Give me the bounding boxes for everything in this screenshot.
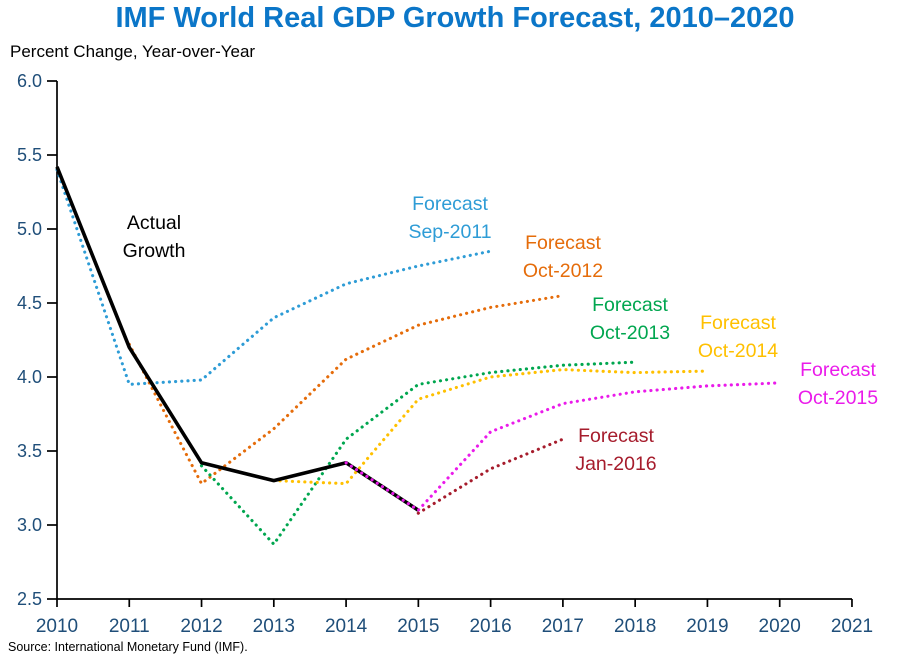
series-label-forecast-oct-2015: Forecast xyxy=(800,359,876,381)
x-tick-label: 2010 xyxy=(36,616,78,637)
y-tick-label: 4.5 xyxy=(17,293,42,313)
chart-subtitle: Percent Change, Year-over-Year xyxy=(10,42,256,61)
series-label-forecast-oct-2015: Oct-2015 xyxy=(798,387,878,409)
series-label-forecast-sep-2011: Sep-2011 xyxy=(408,221,491,243)
x-tick-label: 2012 xyxy=(180,616,222,637)
series-actual-growth xyxy=(55,166,420,512)
series-forecast-oct-2015 xyxy=(344,381,782,513)
series-label-forecast-oct-2012: Oct-2012 xyxy=(523,260,603,282)
x-tick-label: 2020 xyxy=(759,616,801,637)
series-label-forecast-oct-2013: Oct-2013 xyxy=(590,322,670,344)
x-tick-label: 2014 xyxy=(325,616,368,637)
series-label-forecast-oct-2013: Forecast xyxy=(592,294,668,316)
x-tick-label: 2017 xyxy=(542,616,584,637)
series-label-forecast-jan-2016: Forecast xyxy=(578,425,654,447)
chart-source-note: Source: International Monetary Fund (IMF… xyxy=(8,640,248,654)
series-label-actual-growth: Actual xyxy=(127,212,181,234)
x-tick-label: 2019 xyxy=(686,616,728,637)
x-tick-label: 2015 xyxy=(397,616,439,637)
series-label-forecast-oct-2012: Forecast xyxy=(525,232,601,254)
x-tick-label: 2013 xyxy=(253,616,295,637)
series-label-forecast-oct-2014: Oct-2014 xyxy=(698,340,778,362)
x-tick-label: 2021 xyxy=(831,616,873,637)
series-label-forecast-jan-2016: Jan-2016 xyxy=(575,453,656,475)
y-tick-label: 4.0 xyxy=(17,367,42,387)
series-forecast-oct-2012 xyxy=(127,294,565,486)
series-label-actual-growth: Growth xyxy=(123,240,186,262)
y-tick-label: 3.0 xyxy=(17,515,42,535)
y-tick-label: 6.0 xyxy=(17,71,42,91)
x-tick-label: 2011 xyxy=(109,616,150,637)
y-tick-label: 5.5 xyxy=(17,145,42,165)
series-forecast-oct-2014 xyxy=(272,368,709,486)
x-tick-label: 2018 xyxy=(614,616,656,637)
series-forecast-oct-2013 xyxy=(199,360,637,547)
series-label-forecast-oct-2014: Forecast xyxy=(700,312,776,334)
y-tick-label: 5.0 xyxy=(17,219,42,239)
series-forecast-jan-2016 xyxy=(416,437,565,515)
chart-title: IMF World Real GDP Growth Forecast, 2010… xyxy=(115,2,795,34)
series-label-forecast-sep-2011: Forecast xyxy=(412,193,488,215)
y-tick-label: 2.5 xyxy=(17,589,42,609)
y-tick-label: 3.5 xyxy=(17,441,42,461)
x-tick-label: 2016 xyxy=(469,616,511,637)
